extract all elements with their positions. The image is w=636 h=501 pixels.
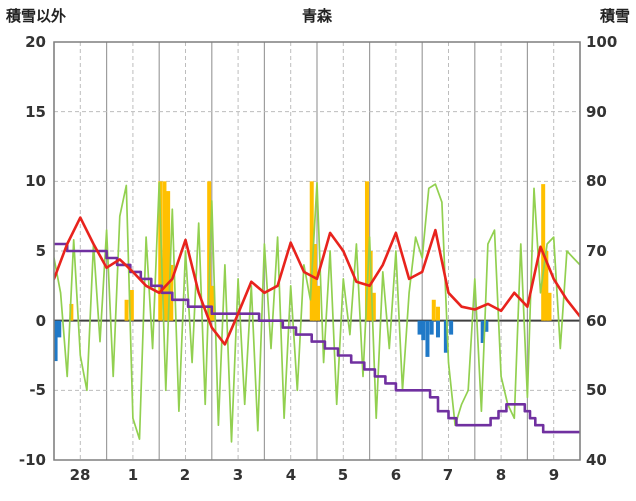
x-tick-9: 9 xyxy=(548,466,560,484)
right-tick-80: 80 xyxy=(586,172,607,190)
x-tick-4: 4 xyxy=(285,466,297,484)
x-tick-8: 8 xyxy=(495,466,507,484)
left-tick-15: 15 xyxy=(25,103,46,121)
x-tick-6: 6 xyxy=(390,466,402,484)
left-axis-title: 積雪以外 xyxy=(6,7,67,25)
x-tick-1: 1 xyxy=(127,466,139,484)
right-tick-70: 70 xyxy=(586,242,607,260)
x-tick-7: 7 xyxy=(442,466,454,484)
x-tick-2: 2 xyxy=(179,466,191,484)
right-tick-90: 90 xyxy=(586,103,607,121)
chart-title: 青森 xyxy=(301,7,332,25)
left-tick-10: 10 xyxy=(25,172,46,190)
left-tick-5: 5 xyxy=(35,242,46,260)
right-tick-60: 60 xyxy=(586,312,607,330)
left-tick-neg10: -10 xyxy=(18,451,46,469)
right-tick-40: 40 xyxy=(586,451,607,469)
x-tick-3: 3 xyxy=(232,466,244,484)
right-tick-100: 100 xyxy=(586,33,618,51)
x-tick-28: 28 xyxy=(69,466,91,484)
x-tick-5: 5 xyxy=(337,466,349,484)
right-axis-title: 積雪 xyxy=(599,7,630,25)
left-tick-neg5: -5 xyxy=(29,381,46,399)
right-tick-50: 50 xyxy=(586,381,607,399)
left-tick-0: 0 xyxy=(35,312,46,330)
left-tick-20: 20 xyxy=(25,33,46,51)
